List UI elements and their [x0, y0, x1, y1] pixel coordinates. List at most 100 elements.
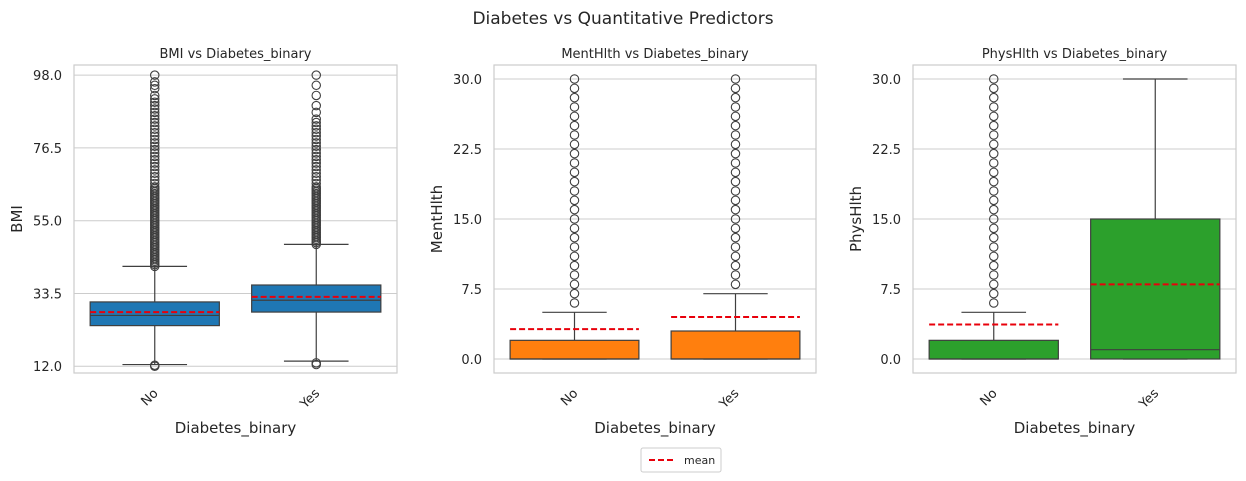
- outlier-point: [569, 298, 580, 308]
- outlier-point: [569, 214, 580, 224]
- y-tick-label: 30.0: [453, 73, 482, 88]
- outlier-point: [730, 242, 741, 252]
- outlier-point: [150, 127, 160, 138]
- outlier-point: [150, 90, 160, 101]
- outlier-point: [311, 124, 321, 135]
- subplot-2: 0.0 7.5 15.0 22.5 30.0 No Yes MentHlth vs Diabe…: [428, 47, 817, 438]
- outlier-point: [569, 83, 580, 94]
- outlier-point: [988, 92, 999, 103]
- legend-frame: [640, 447, 722, 473]
- x-axis-label: Diabetes_binary: [1014, 419, 1136, 438]
- outlier-point: [311, 144, 321, 155]
- outlier-point: [311, 117, 321, 128]
- outlier-point: [311, 178, 321, 189]
- outlier-point: [988, 232, 999, 243]
- outlier-point: [988, 74, 999, 84]
- outlier-point: [730, 279, 741, 290]
- outlier-point: [311, 165, 321, 175]
- x-tick-label: Yes: [1136, 386, 1162, 412]
- outlier-point: [988, 270, 999, 280]
- outlier-point: [730, 176, 741, 187]
- outlier-point: [988, 195, 999, 206]
- outlier-point: [150, 97, 160, 107]
- outlier-point: [569, 186, 580, 196]
- subplot-title: MentHlth vs Diabetes_binary: [561, 47, 749, 62]
- y-tick-label: 22.5: [453, 143, 482, 158]
- x-tick-label: Yes: [297, 386, 323, 412]
- outlier-point: [150, 144, 160, 155]
- outlier-point: [150, 360, 160, 370]
- x-axis-label: Diabetes_binary: [175, 419, 297, 438]
- x-tick-label: Yes: [716, 386, 742, 412]
- outlier-point: [311, 141, 321, 151]
- outlier-point: [569, 148, 580, 159]
- outlier-point: [311, 155, 321, 165]
- outlier-point: [150, 161, 160, 172]
- outlier-point: [730, 195, 741, 206]
- outlier-point: [988, 204, 999, 215]
- outlier-point: [988, 242, 999, 252]
- outlier-point: [150, 121, 160, 131]
- outlier-point: [569, 167, 580, 178]
- x-tick-label: No: [138, 386, 161, 409]
- figure-suptitle: Diabetes vs Quantitative Predictors: [472, 9, 773, 29]
- box-body: [1090, 218, 1221, 360]
- subplot-title: PhysHlth vs Diabetes_binary: [982, 47, 1168, 62]
- outlier-point: [311, 161, 321, 172]
- outlier-point: [569, 242, 580, 252]
- outlier-point: [988, 186, 999, 196]
- outlier-point: [569, 279, 580, 290]
- outlier-point: [150, 70, 160, 80]
- outlier-point: [988, 260, 999, 271]
- outlier-point: [730, 167, 741, 178]
- outlier-point: [569, 288, 580, 299]
- outlier-point: [988, 251, 999, 262]
- outlier-point: [150, 117, 160, 128]
- outlier-point: [311, 358, 321, 368]
- outlier-point: [150, 124, 160, 135]
- y-axis-label: PhysHlth: [847, 186, 865, 252]
- y-axis-label: MentHlth: [428, 185, 446, 253]
- outlier-point: [150, 77, 160, 87]
- outlier-point: [569, 260, 580, 271]
- outlier-point: [311, 107, 321, 118]
- outlier-point: [569, 130, 580, 140]
- outlier-point: [150, 107, 160, 118]
- outlier-point: [150, 141, 160, 151]
- outlier-point: [569, 120, 580, 131]
- outlier-point: [311, 168, 321, 179]
- outlier-point: [569, 92, 580, 103]
- outlier-point: [988, 83, 999, 94]
- outlier-point: [988, 148, 999, 159]
- outlier-point: [150, 100, 160, 111]
- outlier-point: [730, 74, 741, 84]
- y-tick-label: 22.5: [872, 143, 901, 158]
- outlier-point: [150, 94, 160, 104]
- box-body: [251, 284, 382, 313]
- outlier-point: [988, 214, 999, 224]
- outlier-point: [150, 178, 160, 189]
- legend: mean: [640, 447, 722, 473]
- legend-mean-label: mean: [684, 454, 715, 467]
- y-tick-label: 76.5: [33, 142, 62, 157]
- y-tick-label: 55.0: [33, 215, 62, 230]
- outlier-point: [311, 138, 321, 148]
- outlier-point: [569, 102, 580, 112]
- outlier-point: [569, 158, 580, 168]
- y-tick-label: 15.0: [453, 213, 482, 228]
- outlier-point: [150, 175, 160, 185]
- y-tick-label: 0.0: [461, 353, 482, 368]
- outlier-point: [311, 175, 321, 185]
- outlier-point: [150, 151, 160, 162]
- box-no: [89, 70, 220, 371]
- box-yes: [251, 70, 382, 370]
- outlier-point: [150, 111, 160, 121]
- outlier-point: [730, 223, 741, 234]
- subplot-1: 12.0 33.5 55.0 76.5 98.0 No Yes BMI vs Diabetes…: [8, 47, 398, 438]
- outlier-point: [150, 182, 160, 192]
- subplot-title: BMI vs Diabetes_binary: [159, 47, 311, 62]
- outlier-point: [730, 111, 741, 122]
- outlier-point: [311, 158, 321, 168]
- outlier-point: [569, 232, 580, 243]
